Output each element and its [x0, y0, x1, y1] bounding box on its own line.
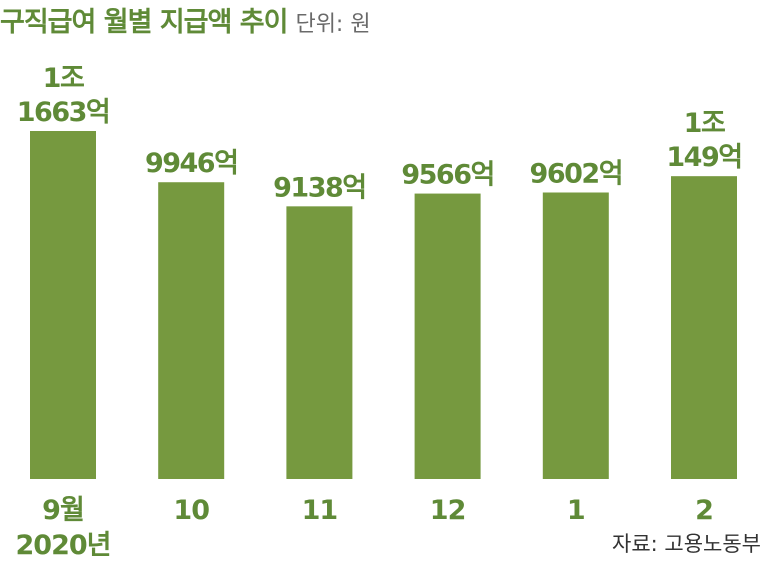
- data-label-4-1: 9566억: [401, 160, 494, 191]
- x-tick-label-2: 10: [173, 495, 209, 526]
- x-tick-label-5: 1: [567, 495, 585, 526]
- bar-3: [286, 206, 353, 479]
- chart-title: 구직급여 월별 지급액 추이: [0, 7, 288, 38]
- x-tick-label-3: 11: [302, 495, 338, 526]
- unit-label: 단위: 원: [295, 12, 371, 37]
- data-label-1-2: 1663억: [17, 97, 110, 128]
- bar-4: [414, 193, 481, 479]
- x-year-label: 2020년: [16, 530, 111, 561]
- chart-header: 구직급여 월별 지급액 추이 단위: 원: [0, 0, 371, 40]
- bar-1: [30, 131, 96, 479]
- x-tick-label-4: 12: [430, 495, 466, 526]
- data-label-2-1: 9946억: [145, 148, 238, 179]
- bar-5: [542, 192, 609, 479]
- x-tick-label-6: 2: [695, 495, 713, 526]
- x-tick-label-1: 9월: [42, 495, 84, 526]
- bar-6: [671, 176, 737, 479]
- data-label-6-1: 1조: [684, 108, 725, 139]
- data-label-3-1: 9138억: [273, 172, 366, 203]
- bar-2: [158, 182, 225, 480]
- data-label-6-2: 149억: [666, 142, 741, 173]
- data-label-5-1: 9602억: [530, 158, 623, 189]
- source-note: 자료: 고용노동부: [612, 532, 761, 556]
- data-label-1-1: 1조: [43, 63, 84, 94]
